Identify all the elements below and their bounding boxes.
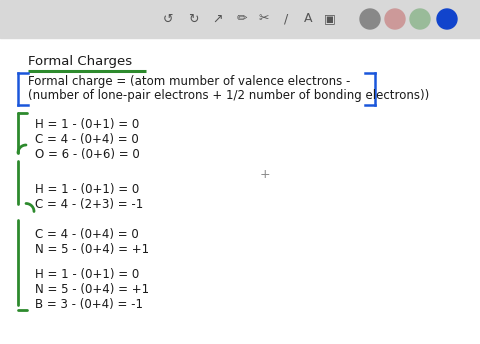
Text: C = 4 - (0+4) = 0: C = 4 - (0+4) = 0	[35, 228, 139, 241]
Text: H = 1 - (0+1) = 0: H = 1 - (0+1) = 0	[35, 118, 139, 131]
Text: B = 3 - (0+4) = -1: B = 3 - (0+4) = -1	[35, 298, 143, 311]
Text: ✏: ✏	[237, 12, 247, 25]
Text: C = 4 - (0+4) = 0: C = 4 - (0+4) = 0	[35, 133, 139, 146]
Text: Formal Charges: Formal Charges	[28, 55, 132, 68]
Circle shape	[437, 9, 457, 29]
Bar	[0, 0, 480, 38]
Text: Formal charge = (atom mumber of valence electrons -: Formal charge = (atom mumber of valence …	[28, 75, 350, 88]
Circle shape	[410, 9, 430, 29]
Text: ▣: ▣	[324, 12, 336, 25]
Text: (number of lone-pair electrons + 1/2 number of bonding electrons)): (number of lone-pair electrons + 1/2 num…	[28, 89, 429, 102]
Text: /: /	[284, 12, 288, 25]
Text: N = 5 - (0+4) = +1: N = 5 - (0+4) = +1	[35, 283, 149, 296]
Circle shape	[360, 9, 380, 29]
Text: N = 5 - (0+4) = +1: N = 5 - (0+4) = +1	[35, 243, 149, 256]
Text: C = 4 - (2+3) = -1: C = 4 - (2+3) = -1	[35, 198, 143, 211]
Circle shape	[385, 9, 405, 29]
Text: +: +	[260, 169, 270, 182]
Text: ↺: ↺	[163, 12, 173, 25]
Text: ↗: ↗	[213, 12, 223, 25]
Text: ↻: ↻	[188, 12, 198, 25]
Text: H = 1 - (0+1) = 0: H = 1 - (0+1) = 0	[35, 183, 139, 196]
Text: A: A	[304, 12, 312, 25]
Text: ✂: ✂	[259, 12, 269, 25]
Text: H = 1 - (0+1) = 0: H = 1 - (0+1) = 0	[35, 268, 139, 281]
Text: O = 6 - (0+6) = 0: O = 6 - (0+6) = 0	[35, 148, 140, 161]
